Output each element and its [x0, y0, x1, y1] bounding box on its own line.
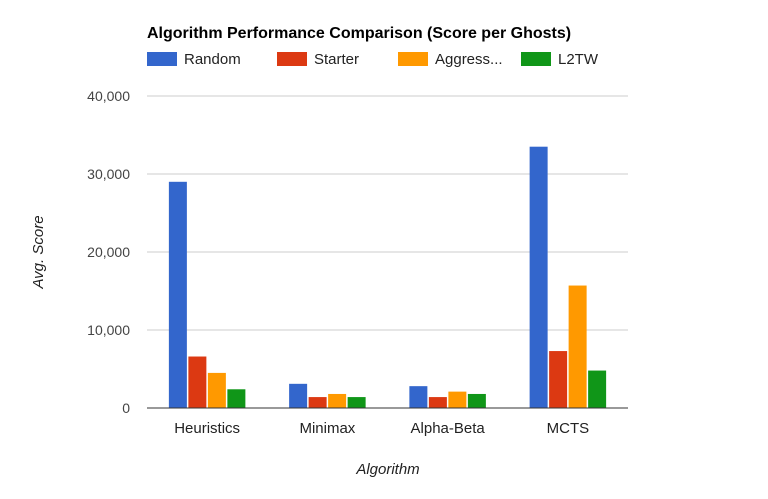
y-tick-label: 0 — [122, 400, 130, 416]
legend: Random Starter Aggress... L2TW — [147, 51, 599, 68]
legend-swatch — [521, 52, 551, 66]
x-tick-label: Alpha-Beta — [411, 420, 486, 437]
bar-l2tw-alpha-beta — [467, 393, 486, 408]
legend-label: Random — [184, 51, 241, 68]
legend-swatch — [277, 52, 307, 66]
legend-label: L2TW — [558, 51, 599, 68]
bar-random-minimax — [289, 383, 308, 408]
bar-aggress--heuristics — [207, 372, 226, 408]
bar-random-alpha-beta — [409, 386, 428, 408]
legend-label: Aggress... — [435, 51, 503, 68]
legend-item: Random — [147, 51, 241, 68]
legend-swatch — [398, 52, 428, 66]
bar-l2tw-heuristics — [227, 389, 246, 408]
x-tick-label: Heuristics — [174, 420, 240, 437]
bar-l2tw-minimax — [347, 397, 366, 408]
gridlines — [147, 95, 628, 331]
chart-title: Algorithm Performance Comparison (Score … — [147, 25, 571, 42]
bar-l2tw-mcts — [588, 370, 607, 408]
bar-aggress--mcts — [568, 285, 587, 408]
bar-aggress--alpha-beta — [448, 391, 467, 408]
bar-random-mcts — [529, 146, 548, 408]
y-tick-label: 10,000 — [87, 322, 130, 338]
bar-starter-alpha-beta — [428, 397, 447, 408]
bars — [168, 146, 607, 408]
x-axis-title: Algorithm — [355, 461, 419, 478]
legend-item: L2TW — [521, 51, 599, 68]
y-axis-ticks: 0 10,000 20,000 30,000 40,000 — [87, 88, 130, 416]
legend-item: Aggress... — [398, 51, 503, 68]
legend-item: Starter — [277, 51, 359, 68]
x-tick-label: Minimax — [299, 420, 355, 437]
bar-random-heuristics — [168, 181, 187, 408]
bar-aggress--minimax — [328, 393, 347, 408]
legend-label: Starter — [314, 51, 359, 68]
bar-starter-minimax — [308, 397, 327, 408]
x-axis-ticks: Heuristics Minimax Alpha-Beta MCTS — [174, 420, 589, 437]
y-axis-title: Avg. Score — [30, 215, 47, 289]
legend-swatch — [147, 52, 177, 66]
y-tick-label: 20,000 — [87, 244, 130, 260]
x-tick-label: MCTS — [547, 420, 590, 437]
bar-starter-heuristics — [188, 356, 207, 408]
y-tick-label: 30,000 — [87, 166, 130, 182]
bar-starter-mcts — [549, 351, 568, 408]
y-tick-label: 40,000 — [87, 88, 130, 104]
